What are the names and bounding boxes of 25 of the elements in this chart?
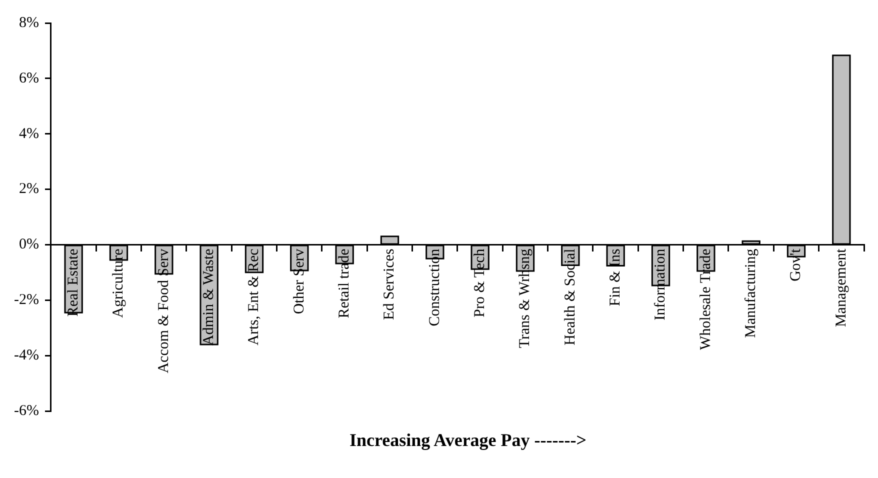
x-tick-label: Ed Services bbox=[382, 248, 398, 320]
x-tick-label: Manufacturing bbox=[743, 248, 760, 338]
x-tick-label: Agriculture bbox=[110, 248, 127, 318]
x-tick-label: Trans & Wrhsng bbox=[517, 248, 534, 348]
y-tick-label: 4% bbox=[18, 126, 39, 142]
y-tick-label: -6% bbox=[14, 402, 39, 419]
x-tick-label: Information bbox=[652, 248, 669, 320]
x-tick-label: Construction bbox=[426, 248, 443, 326]
x-tick-label: Gov't bbox=[788, 248, 804, 282]
x-tick-label: Admin & Waste bbox=[201, 248, 218, 346]
y-tick-label: 8% bbox=[18, 14, 39, 31]
x-tick-label: Wholesale Trade bbox=[698, 248, 714, 350]
y-tick-label: 6% bbox=[18, 70, 39, 86]
x-tick-label: Arts, Ent & Rec bbox=[246, 248, 262, 346]
y-tick-label: 2% bbox=[18, 181, 39, 198]
y-tick-label: -2% bbox=[14, 292, 39, 308]
x-tick-label: Retail trade bbox=[336, 248, 353, 318]
x-tick-label: Real Estate bbox=[66, 248, 82, 317]
y-tick-label: -4% bbox=[14, 348, 39, 364]
y-tick-label: 0% bbox=[18, 236, 39, 253]
x-tick-label: Management bbox=[833, 248, 850, 328]
x-tick-label: Health & Social bbox=[562, 248, 578, 346]
x-tick-label: Pro & Tech bbox=[472, 248, 488, 318]
x-axis-title: Increasing Average Pay -------> bbox=[348, 430, 588, 451]
x-tick-label: Fin & Ins bbox=[608, 248, 624, 306]
